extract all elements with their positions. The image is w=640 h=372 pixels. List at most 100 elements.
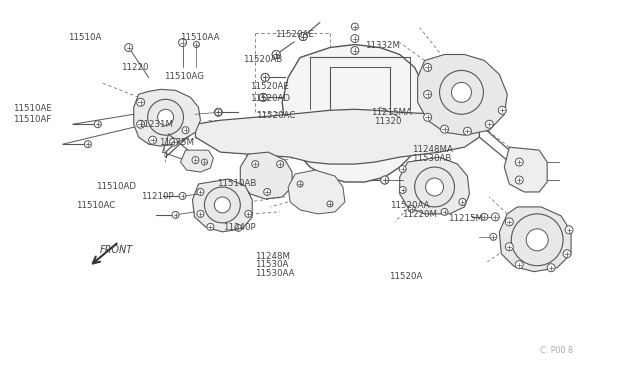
Circle shape bbox=[252, 161, 259, 167]
Circle shape bbox=[202, 159, 207, 165]
Circle shape bbox=[459, 198, 466, 205]
Text: 11510A: 11510A bbox=[68, 33, 102, 42]
Circle shape bbox=[244, 211, 252, 217]
Circle shape bbox=[148, 99, 184, 135]
Circle shape bbox=[424, 64, 431, 71]
Circle shape bbox=[426, 178, 444, 196]
Circle shape bbox=[170, 138, 177, 146]
Polygon shape bbox=[282, 45, 428, 182]
Circle shape bbox=[351, 46, 359, 54]
Polygon shape bbox=[195, 109, 479, 164]
Text: 11320: 11320 bbox=[374, 117, 402, 126]
Circle shape bbox=[207, 223, 214, 230]
Circle shape bbox=[481, 214, 488, 220]
Circle shape bbox=[511, 214, 563, 266]
Circle shape bbox=[506, 218, 513, 226]
Text: 11248MA: 11248MA bbox=[412, 145, 453, 154]
Polygon shape bbox=[240, 152, 292, 199]
Text: 11530AB: 11530AB bbox=[412, 154, 452, 163]
Text: 11231M: 11231M bbox=[138, 121, 173, 129]
Text: 11510AD: 11510AD bbox=[95, 182, 136, 191]
Circle shape bbox=[272, 51, 280, 58]
Text: 11520AA: 11520AA bbox=[390, 201, 429, 210]
Circle shape bbox=[499, 106, 506, 114]
Circle shape bbox=[415, 167, 454, 207]
Circle shape bbox=[172, 211, 179, 218]
Circle shape bbox=[197, 189, 204, 195]
Circle shape bbox=[565, 226, 573, 234]
Circle shape bbox=[463, 127, 472, 135]
Circle shape bbox=[399, 166, 406, 173]
Circle shape bbox=[327, 201, 333, 207]
Circle shape bbox=[179, 192, 186, 199]
Circle shape bbox=[214, 108, 222, 116]
Text: 11220M: 11220M bbox=[402, 210, 436, 219]
Text: 11510AG: 11510AG bbox=[164, 72, 204, 81]
Circle shape bbox=[259, 93, 267, 101]
Text: 11510AB: 11510AB bbox=[217, 179, 256, 187]
Circle shape bbox=[204, 187, 240, 223]
Circle shape bbox=[451, 82, 472, 102]
Circle shape bbox=[515, 158, 524, 166]
Circle shape bbox=[94, 121, 101, 128]
Circle shape bbox=[563, 250, 571, 258]
Polygon shape bbox=[499, 207, 571, 272]
Circle shape bbox=[125, 44, 132, 51]
Circle shape bbox=[399, 186, 406, 193]
Circle shape bbox=[351, 23, 358, 30]
Circle shape bbox=[526, 229, 548, 251]
Text: 11520A: 11520A bbox=[389, 272, 422, 281]
Text: 11520AC: 11520AC bbox=[256, 111, 296, 120]
Polygon shape bbox=[193, 179, 252, 232]
Circle shape bbox=[261, 73, 269, 81]
Circle shape bbox=[272, 51, 280, 58]
Text: 11510AC: 11510AC bbox=[76, 201, 116, 210]
Text: 11520AB: 11520AB bbox=[243, 55, 283, 64]
Circle shape bbox=[214, 197, 230, 213]
Circle shape bbox=[490, 233, 497, 240]
Text: 11210P: 11210P bbox=[141, 192, 174, 201]
Circle shape bbox=[264, 189, 271, 195]
Circle shape bbox=[515, 261, 524, 269]
Circle shape bbox=[424, 113, 431, 121]
Text: C: P00 8: C: P00 8 bbox=[540, 346, 573, 355]
Polygon shape bbox=[400, 157, 469, 214]
Text: 11215MA: 11215MA bbox=[371, 108, 412, 117]
Circle shape bbox=[179, 39, 186, 46]
Text: 11530AA: 11530AA bbox=[255, 269, 294, 278]
Text: 11510AF: 11510AF bbox=[13, 115, 51, 124]
Text: 11220: 11220 bbox=[121, 63, 148, 72]
Text: 11510AA: 11510AA bbox=[180, 33, 220, 42]
Polygon shape bbox=[288, 170, 345, 214]
Polygon shape bbox=[134, 89, 200, 146]
Circle shape bbox=[440, 70, 483, 114]
Polygon shape bbox=[504, 147, 547, 192]
Text: 11275M: 11275M bbox=[159, 138, 195, 147]
Circle shape bbox=[299, 33, 307, 41]
Circle shape bbox=[299, 33, 307, 41]
Text: FRONT: FRONT bbox=[100, 245, 133, 255]
Text: 11332M: 11332M bbox=[365, 41, 399, 50]
Circle shape bbox=[84, 141, 92, 148]
Circle shape bbox=[215, 109, 222, 116]
Circle shape bbox=[381, 176, 388, 184]
Circle shape bbox=[485, 120, 493, 128]
Circle shape bbox=[440, 125, 449, 133]
Text: 11510AE: 11510AE bbox=[13, 104, 52, 113]
Text: 11215M: 11215M bbox=[447, 214, 483, 223]
Text: 11520AD: 11520AD bbox=[250, 94, 290, 103]
Circle shape bbox=[276, 161, 284, 167]
Circle shape bbox=[182, 127, 189, 134]
Circle shape bbox=[441, 208, 448, 215]
Circle shape bbox=[297, 181, 303, 187]
Text: 11248M: 11248M bbox=[255, 252, 290, 261]
Circle shape bbox=[408, 205, 415, 212]
Circle shape bbox=[148, 136, 157, 144]
Circle shape bbox=[157, 109, 173, 125]
Polygon shape bbox=[180, 150, 213, 172]
Circle shape bbox=[547, 264, 555, 272]
Circle shape bbox=[424, 90, 431, 98]
Circle shape bbox=[192, 157, 199, 164]
Text: 11240P: 11240P bbox=[223, 223, 256, 232]
Circle shape bbox=[351, 35, 359, 42]
